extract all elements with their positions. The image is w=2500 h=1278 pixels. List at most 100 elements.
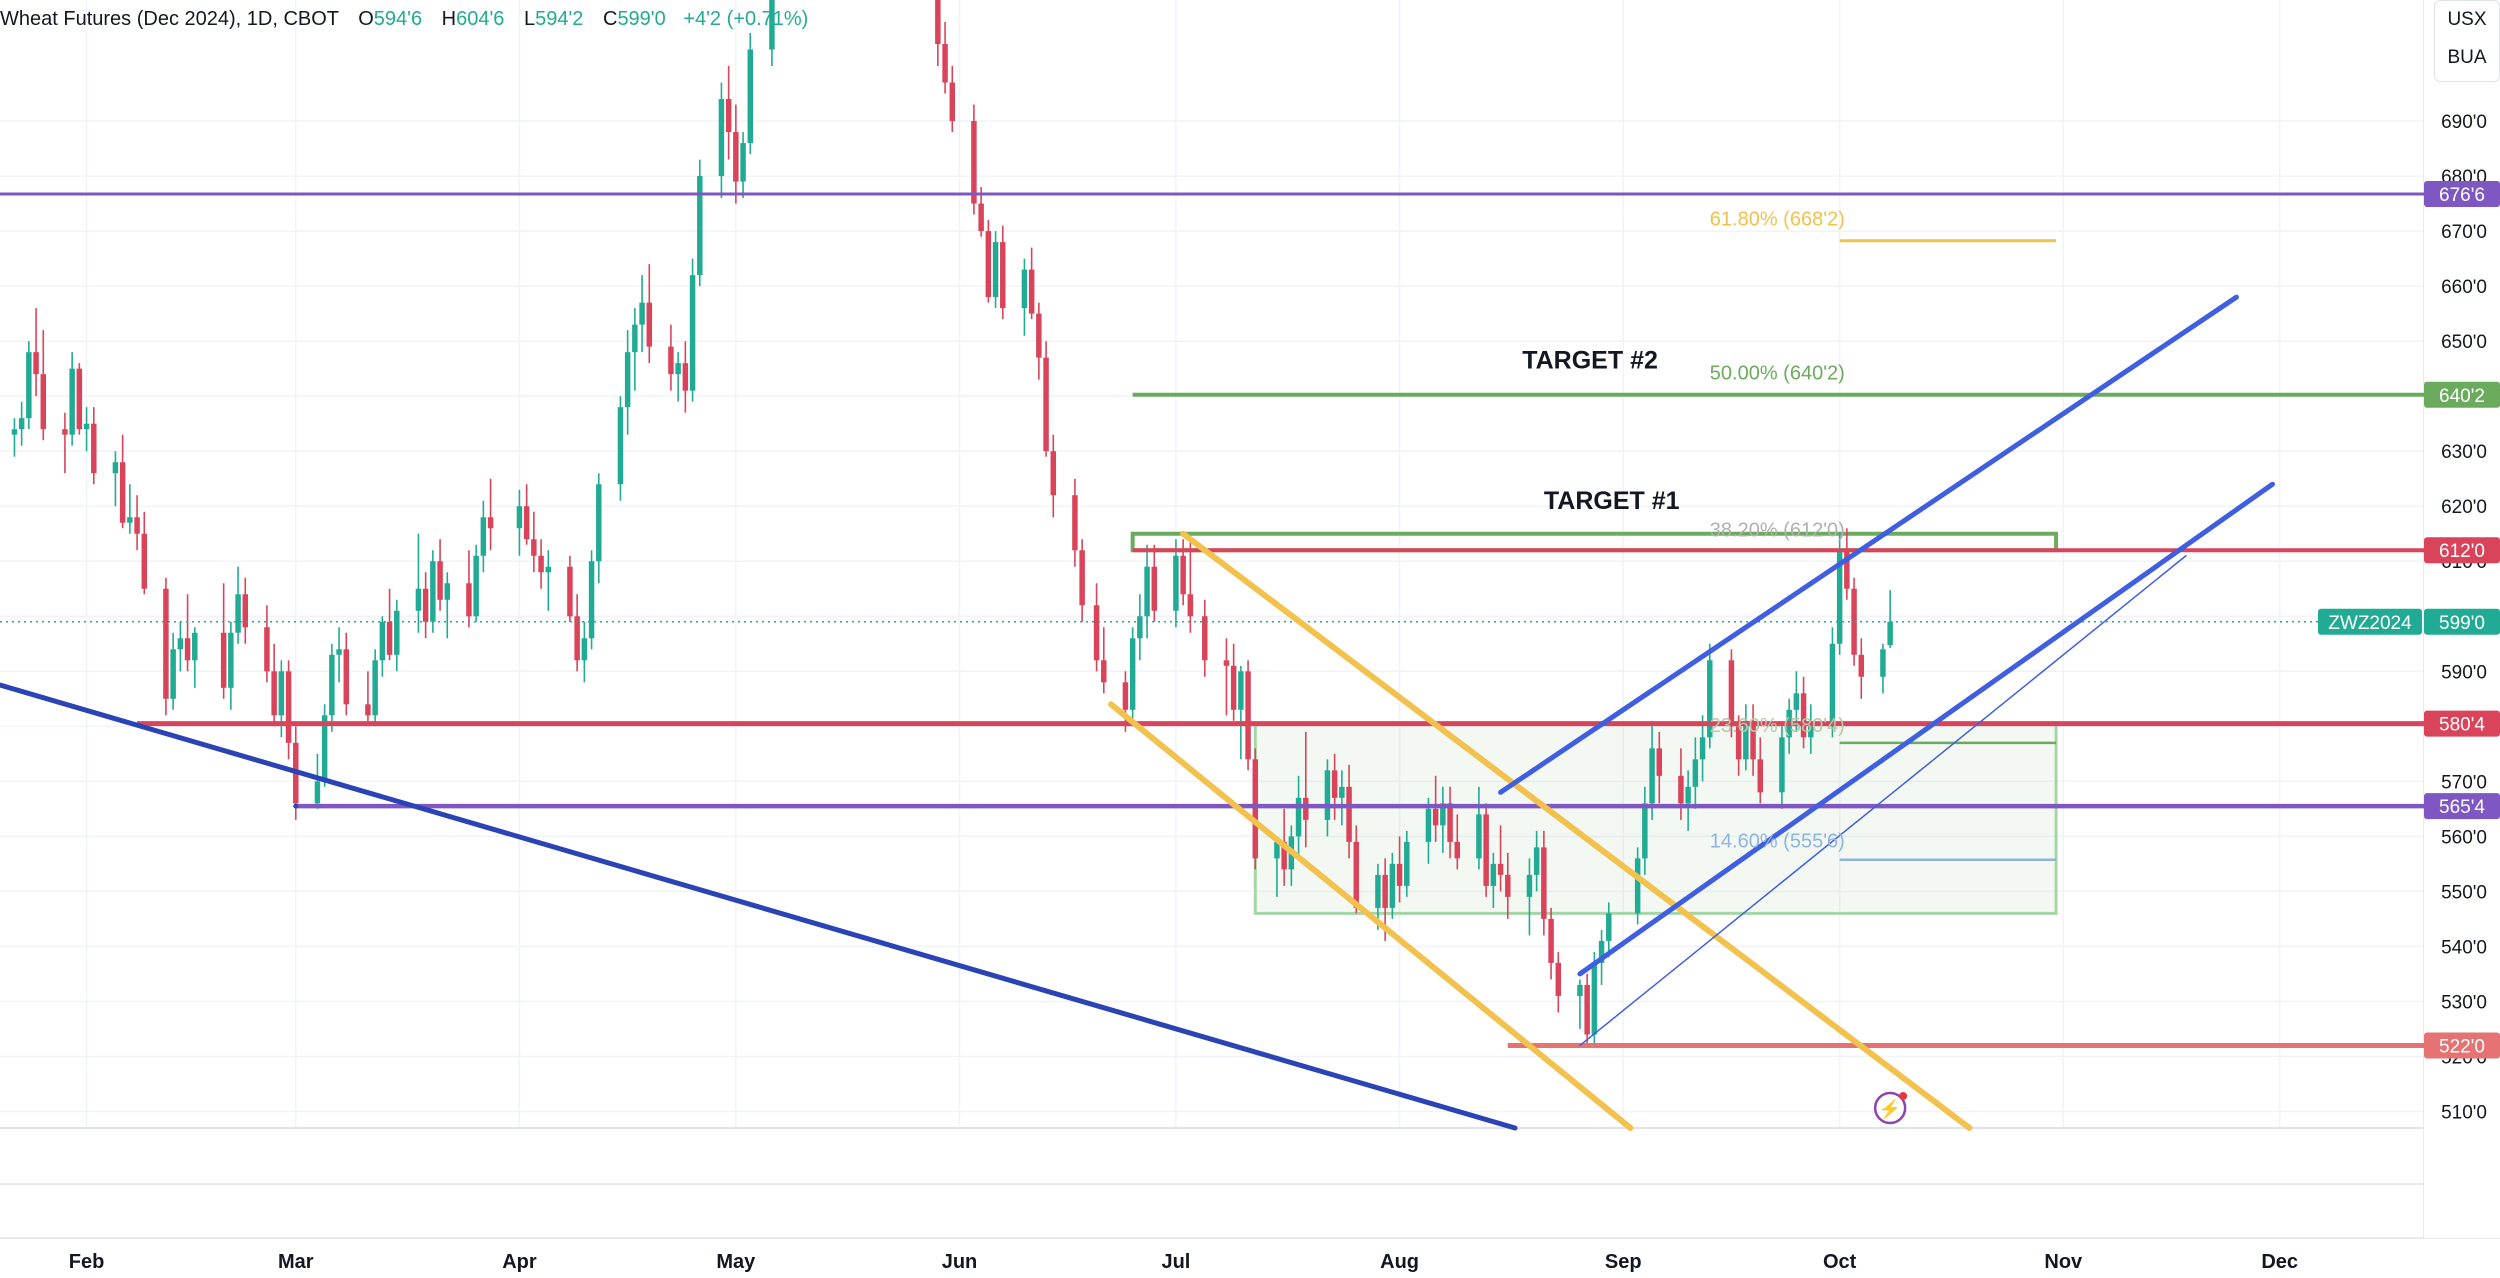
candle-body (1735, 726, 1742, 760)
candle-body (531, 539, 537, 556)
candle-body (1743, 720, 1749, 760)
candle-body (596, 484, 602, 562)
time-tick-label: Sep (1605, 1251, 1642, 1273)
candle-body (76, 368, 83, 430)
candle-body (1382, 874, 1388, 908)
candle-body (1836, 550, 1843, 644)
price-tick-label: 530'0 (2441, 992, 2487, 1013)
candle-body (617, 407, 624, 485)
price-tick-label: 660'0 (2441, 277, 2487, 298)
candle-body (1274, 841, 1280, 859)
symbol-title[interactable]: Wheat Futures (Dec 2024), 1D, CBOT (0, 8, 339, 30)
low-value: 594'2 (535, 8, 584, 30)
price-tick-label: 550'0 (2441, 882, 2487, 903)
candle-body (430, 561, 436, 622)
candle-body (1533, 847, 1540, 875)
candle-body (163, 588, 169, 699)
candle-body (1656, 748, 1663, 776)
candle-body (480, 517, 487, 556)
candle-body (639, 302, 645, 325)
unit-selector[interactable]: USX BUA (2434, 0, 2500, 82)
falling-channel-upper (1180, 530, 1973, 1131)
candle-body (1606, 913, 1612, 941)
candle-body (581, 638, 588, 661)
candle-body (1505, 874, 1511, 897)
candle-body (33, 352, 39, 375)
candle-body (725, 99, 732, 133)
candle-body (1404, 841, 1410, 886)
candle-body (127, 517, 133, 523)
time-tick-label: Feb (69, 1251, 105, 1273)
fib-label-236: 23.60% (580'4) (1710, 715, 1845, 737)
candle-body (1548, 918, 1554, 963)
price-tick-label: 630'0 (2441, 442, 2487, 463)
time-tick-label: May (716, 1251, 756, 1273)
price-tags: 676'6 640'2 612'0 599'0 580'4 565'4 522'0 ZWZ20… (2318, 180, 2500, 1059)
candle-body (1541, 847, 1547, 919)
candle-body (134, 517, 140, 534)
candle-body (415, 588, 422, 611)
candle-body (1497, 863, 1504, 875)
candle-body (1844, 550, 1850, 589)
candle-body (1144, 566, 1150, 617)
candle-body (718, 99, 725, 177)
annotation-labels: TARGET #2 TARGET #1 61.80% (668'2) 50.00% (… (1522, 209, 1908, 1125)
price-tag-label: 676'6 (2439, 185, 2485, 206)
candle-body (1483, 814, 1489, 886)
candle-body (697, 176, 703, 276)
candle-body (365, 704, 371, 716)
candle-body (1072, 495, 1078, 551)
candle-body (1678, 775, 1684, 804)
high-label: H (441, 8, 457, 30)
time-axis[interactable]: Feb Mar Apr May Jun Jul Aug Sep Oct Nov Dec (69, 1251, 2298, 1273)
time-tick-label: Mar (278, 1251, 314, 1273)
candle-body (91, 423, 97, 474)
symbol-header: Wheat Futures (Dec 2024), 1D, CBOT O594'… (0, 8, 808, 31)
candle-body (1699, 737, 1706, 760)
candle-body (567, 566, 573, 617)
rising-channel-median (1579, 554, 2187, 1047)
candle-body (1685, 786, 1691, 804)
price-tag-label: 640'2 (2439, 386, 2485, 407)
price-tag (2424, 1032, 2500, 1059)
candle-body (1028, 269, 1035, 314)
candle-body (1295, 797, 1302, 837)
candle-body (264, 627, 270, 672)
candle-body (1339, 786, 1345, 798)
candle-body (942, 44, 948, 83)
candle-body (1598, 940, 1605, 963)
candle-body (675, 363, 681, 375)
price-tick-label: 510'0 (2441, 1102, 2487, 1123)
price-tick-label: 650'0 (2441, 332, 2487, 353)
candle-body (1230, 665, 1237, 710)
fib-label-500: 50.00% (640'2) (1710, 363, 1845, 385)
candle-body (1021, 269, 1028, 309)
candle-body (386, 621, 393, 655)
candle-body (1447, 803, 1453, 842)
candle-body (11, 429, 18, 435)
candle-body (69, 368, 75, 435)
open-value: 594'6 (373, 8, 423, 30)
candle-body (177, 638, 184, 650)
candle-body (1353, 841, 1360, 908)
candle-body (1642, 803, 1648, 859)
time-tick-label: Jul (1161, 1251, 1190, 1273)
symbol-tag (2318, 608, 2422, 635)
candle-body (343, 649, 350, 705)
candle-body (112, 462, 119, 474)
candle-body (1079, 550, 1085, 606)
candle-body (1829, 643, 1836, 727)
candle-body (83, 423, 90, 430)
price-tick-label: 590'0 (2441, 662, 2487, 683)
candle-body (1440, 803, 1446, 826)
currency-unit[interactable]: USX (2447, 9, 2487, 30)
candle-body (1750, 720, 1756, 760)
candle-body (336, 649, 342, 655)
candle-body (632, 324, 638, 353)
quantity-unit[interactable]: BUA (2447, 47, 2487, 68)
low-label: L (523, 8, 536, 30)
price-tag (2424, 537, 2500, 564)
candle-body (1137, 616, 1143, 639)
candle-body (235, 594, 241, 633)
